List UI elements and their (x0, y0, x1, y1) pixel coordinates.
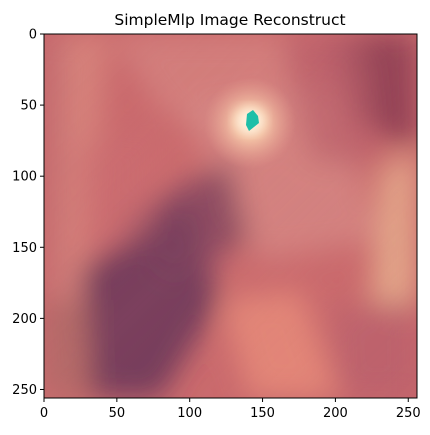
x-tick-label: 100 (177, 406, 202, 421)
y-tick-label: 50 (20, 99, 37, 114)
teal-marker (246, 110, 259, 131)
y-tick-label: 0 (29, 28, 37, 43)
y-tick-label: 150 (12, 241, 37, 256)
x-tick-label: 50 (109, 406, 126, 421)
x-tick-label: 250 (396, 406, 421, 421)
x-tick-label: 200 (323, 406, 348, 421)
x-tick-label: 0 (40, 406, 48, 421)
y-tick-label: 200 (12, 312, 37, 327)
x-tick-label: 150 (250, 406, 275, 421)
chart-title: SimpleMlp Image Reconstruct (114, 11, 345, 29)
image-frame (43, 33, 418, 399)
y-tick-label: 250 (12, 383, 37, 398)
y-ticks: 0 50 100 150 200 250 (12, 28, 44, 398)
x-ticks: 0 50 100 150 200 250 (40, 398, 421, 421)
image-area (44, 34, 417, 398)
y-tick-label: 100 (12, 170, 37, 185)
